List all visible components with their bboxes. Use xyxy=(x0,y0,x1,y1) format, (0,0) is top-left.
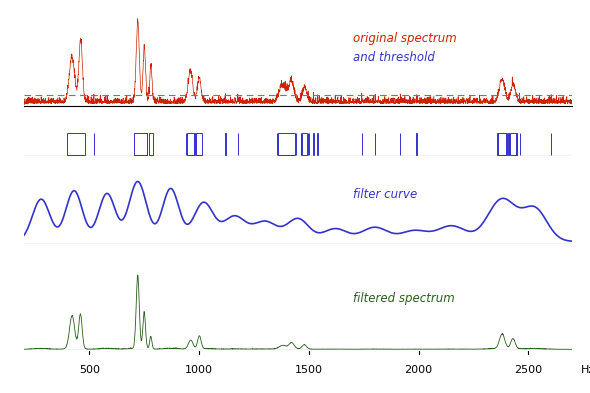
Bar xyxy=(302,133,307,155)
Text: 1500: 1500 xyxy=(295,365,323,375)
Text: filter curve: filter curve xyxy=(353,188,417,201)
Bar xyxy=(67,133,85,155)
Text: 2500: 2500 xyxy=(514,365,542,375)
Bar xyxy=(278,133,296,155)
Bar xyxy=(498,133,506,155)
Text: 2000: 2000 xyxy=(405,365,432,375)
Bar xyxy=(135,133,147,155)
Bar xyxy=(149,133,153,155)
Text: Hz: Hz xyxy=(581,365,590,375)
Text: 500: 500 xyxy=(79,365,100,375)
Bar xyxy=(186,133,194,155)
Text: 1000: 1000 xyxy=(185,365,213,375)
Bar xyxy=(510,133,516,155)
Text: original spectrum: original spectrum xyxy=(353,32,457,45)
Text: filtered spectrum: filtered spectrum xyxy=(353,292,454,305)
Text: and threshold: and threshold xyxy=(353,51,435,64)
Bar xyxy=(196,133,202,155)
